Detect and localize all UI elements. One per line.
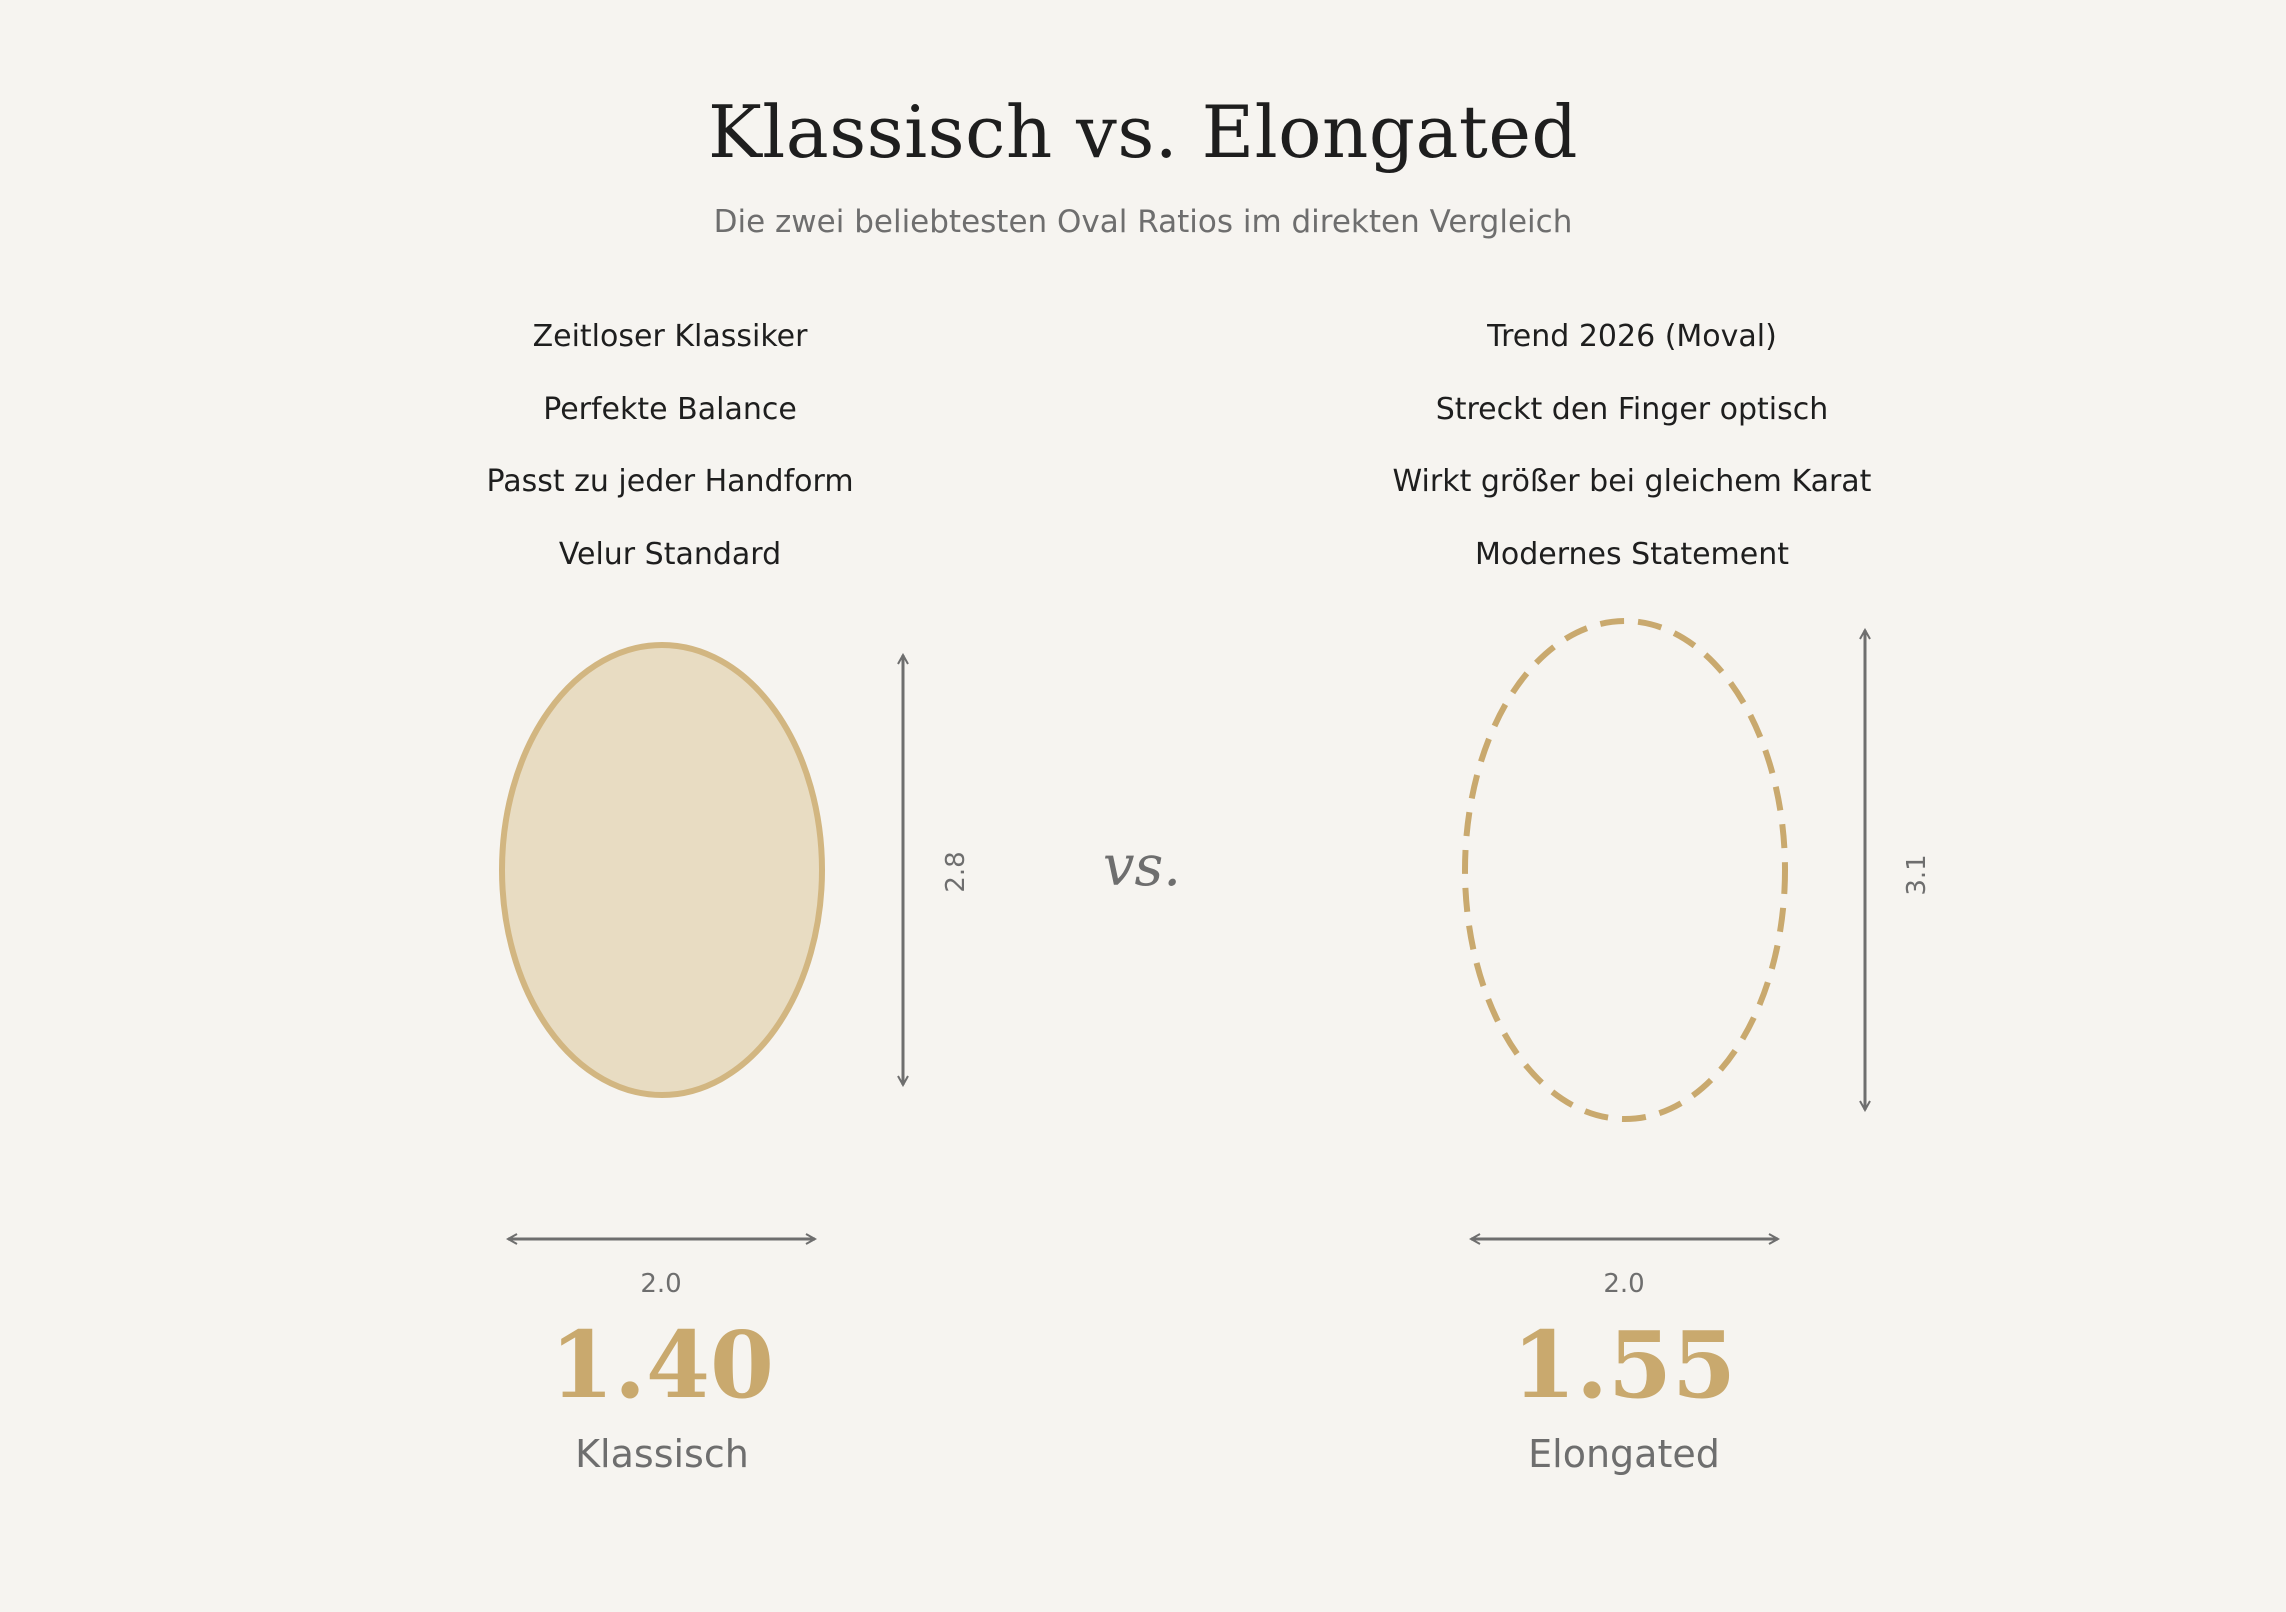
classic-feature: Velur Standard	[558, 536, 782, 572]
classic-height-label: 2.8	[941, 851, 971, 892]
elongated-feature: Wirkt größer bei gleichem Karat	[1392, 464, 1872, 499]
page-title: Klassisch vs. Elongated	[707, 90, 1579, 174]
elongated-feature: Modernes Statement	[1474, 536, 1790, 572]
classic-feature: Perfekte Balance	[543, 391, 797, 427]
elongated-feature-list: Trend 2026 (Moval) Streckt den Finger op…	[1312, 312, 1952, 602]
classic-width-label: 2.0	[640, 1269, 681, 1299]
elongated-width-label: 2.0	[1603, 1269, 1644, 1299]
classic-ratio-value: 1.40	[550, 1311, 774, 1419]
classic-feature: Passt zu jeder Handform	[486, 464, 854, 499]
classic-oval-shape	[499, 642, 825, 1098]
vs-separator: vs.	[1103, 834, 1181, 899]
elongated-feature: Streckt den Finger optisch	[1435, 391, 1829, 427]
classic-feature: Zeitloser Klassiker	[532, 319, 808, 354]
elongated-oval-shape	[1462, 618, 1788, 1122]
page-subtitle: Die zwei beliebtesten Oval Ratios im dir…	[713, 204, 1573, 240]
elongated-height-label: 3.1	[1902, 854, 1932, 895]
elongated-ratio-value: 1.55	[1512, 1311, 1736, 1419]
elongated-ratio-name: Elongated	[1528, 1432, 1720, 1476]
classic-ratio-name: Klassisch	[575, 1432, 749, 1476]
elongated-feature: Trend 2026 (Moval)	[1487, 319, 1777, 354]
classic-feature-list: Zeitloser Klassiker Perfekte Balance Pas…	[350, 312, 990, 602]
